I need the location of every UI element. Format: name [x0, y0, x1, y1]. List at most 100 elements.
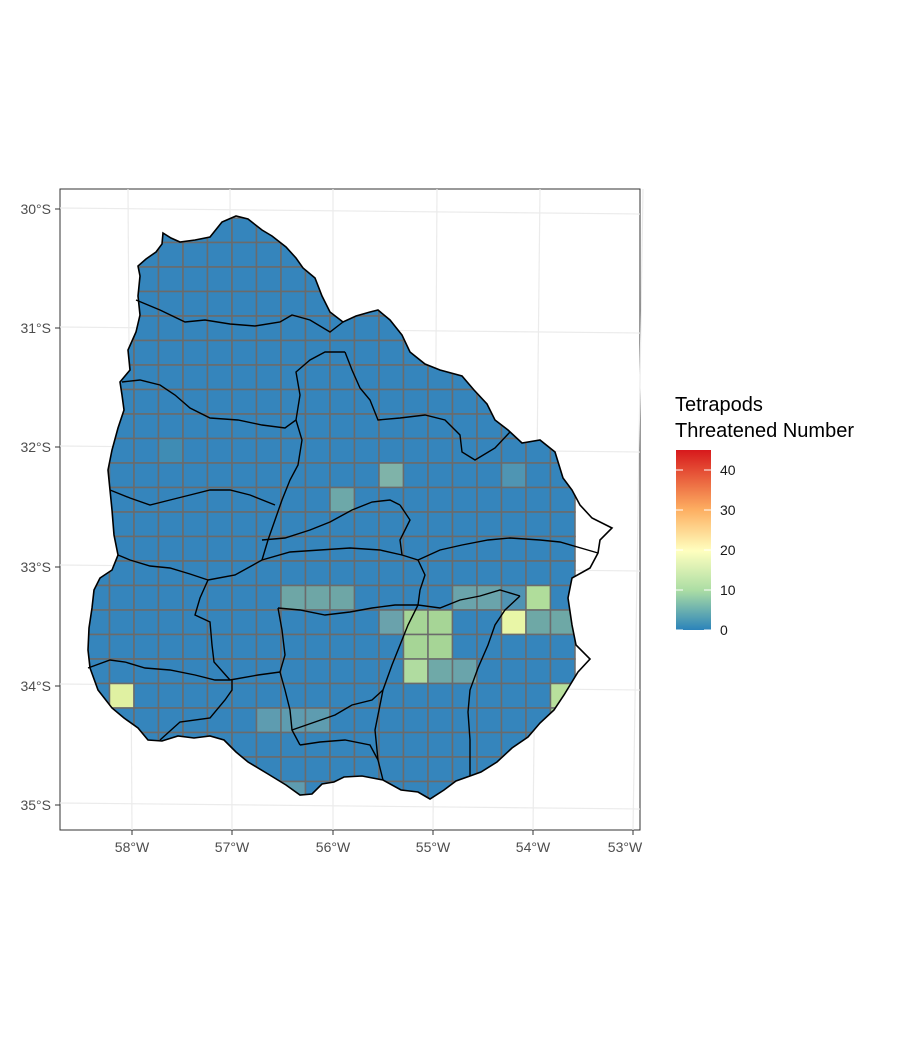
grid-cell [206, 364, 233, 391]
grid-cell [427, 486, 454, 513]
grid-cell [85, 831, 110, 856]
lat-label-35: 35°S [20, 797, 51, 813]
grid-cell [231, 609, 258, 636]
grid-cell [353, 486, 380, 513]
department-border [277, 604, 418, 616]
grid-cell [108, 658, 135, 685]
y-axis [55, 208, 60, 806]
grid-cell [133, 535, 160, 562]
grid-cell [402, 633, 429, 660]
grid-cell [378, 437, 405, 464]
grid-cell [402, 364, 429, 391]
grid-cell [280, 682, 307, 709]
grid-cell [500, 535, 527, 562]
grid-cell [329, 413, 356, 440]
grid-cell [157, 609, 184, 636]
grid-cell [255, 364, 282, 391]
grid-cell [257, 831, 282, 856]
grid-cell [231, 364, 258, 391]
department-border [87, 659, 281, 681]
grid-cell [255, 266, 282, 293]
grid-cell [157, 682, 184, 709]
grid-cell [402, 658, 429, 685]
grid-cell [182, 658, 209, 685]
grid-cell [157, 633, 184, 660]
grid-cell [549, 535, 576, 562]
grid-cell [231, 462, 258, 489]
grid-cell [353, 560, 380, 587]
grid-cell [304, 511, 331, 538]
grid-cell [451, 486, 478, 513]
grid-cell [280, 290, 307, 317]
grid-cell [476, 682, 503, 709]
grid-cell [304, 388, 331, 415]
grid-cell [427, 658, 454, 685]
grid-cell [451, 633, 478, 660]
grid-cell [206, 535, 233, 562]
grid-cell [133, 437, 160, 464]
department-border [261, 499, 401, 541]
grid-cell [378, 731, 405, 758]
grid-cell [157, 511, 184, 538]
lat-label-32: 32°S [20, 439, 51, 455]
grid-cell [476, 633, 503, 660]
department-border [417, 559, 521, 609]
grid-cell [549, 658, 576, 685]
grid-cell [378, 486, 405, 513]
department-border [121, 351, 345, 429]
grid-cell [304, 462, 331, 489]
grid-cell [157, 339, 184, 366]
grid-cell [451, 609, 478, 636]
department-border [299, 739, 379, 761]
grid-cell [108, 609, 135, 636]
grid-cell [329, 437, 356, 464]
grid-cell [378, 388, 405, 415]
grid-cell [329, 388, 356, 415]
grid-cell [255, 560, 282, 587]
grid-cell [329, 682, 356, 709]
grid-cell [353, 511, 380, 538]
grid-cell [476, 486, 503, 513]
grid-cell [427, 437, 454, 464]
grid-cell [231, 339, 258, 366]
grid-cell [231, 535, 258, 562]
grid-cell [206, 437, 233, 464]
legend-tick-label: 20 [720, 542, 736, 558]
grid-cell [182, 535, 209, 562]
grid-cell [402, 756, 429, 783]
department-border [467, 595, 521, 776]
lat-label-30: 30°S [20, 201, 51, 217]
grid-cell [427, 682, 454, 709]
grid-cell [157, 266, 184, 293]
grid-cell [353, 339, 380, 366]
grid-cell [500, 560, 527, 587]
grid-cell [231, 584, 258, 611]
grid-cell [378, 364, 405, 391]
grid-cell [182, 511, 209, 538]
grid-cell [476, 462, 503, 489]
grid-cell [304, 437, 331, 464]
grid-cell [549, 486, 576, 513]
grid-cell [402, 486, 429, 513]
grid-cell [378, 682, 405, 709]
grid-cell [255, 731, 282, 758]
grid-cell [525, 609, 552, 636]
grid-cell [182, 290, 209, 317]
grid-cell [329, 707, 356, 734]
department-border [207, 547, 403, 581]
grid-cell [231, 290, 258, 317]
department-borders [87, 299, 599, 781]
grid-cell [157, 707, 184, 734]
grid-cell [206, 584, 233, 611]
grid-cell [451, 731, 478, 758]
grid-cell [255, 682, 282, 709]
legend-colorbar [676, 450, 711, 630]
lon-label-56: 56°W [316, 839, 351, 855]
grid-cell [500, 682, 527, 709]
department-border [399, 504, 599, 561]
department-border [159, 680, 233, 741]
grid-cell [353, 388, 380, 415]
grid-cell [500, 633, 527, 660]
legend-tick-label: 40 [720, 462, 736, 478]
